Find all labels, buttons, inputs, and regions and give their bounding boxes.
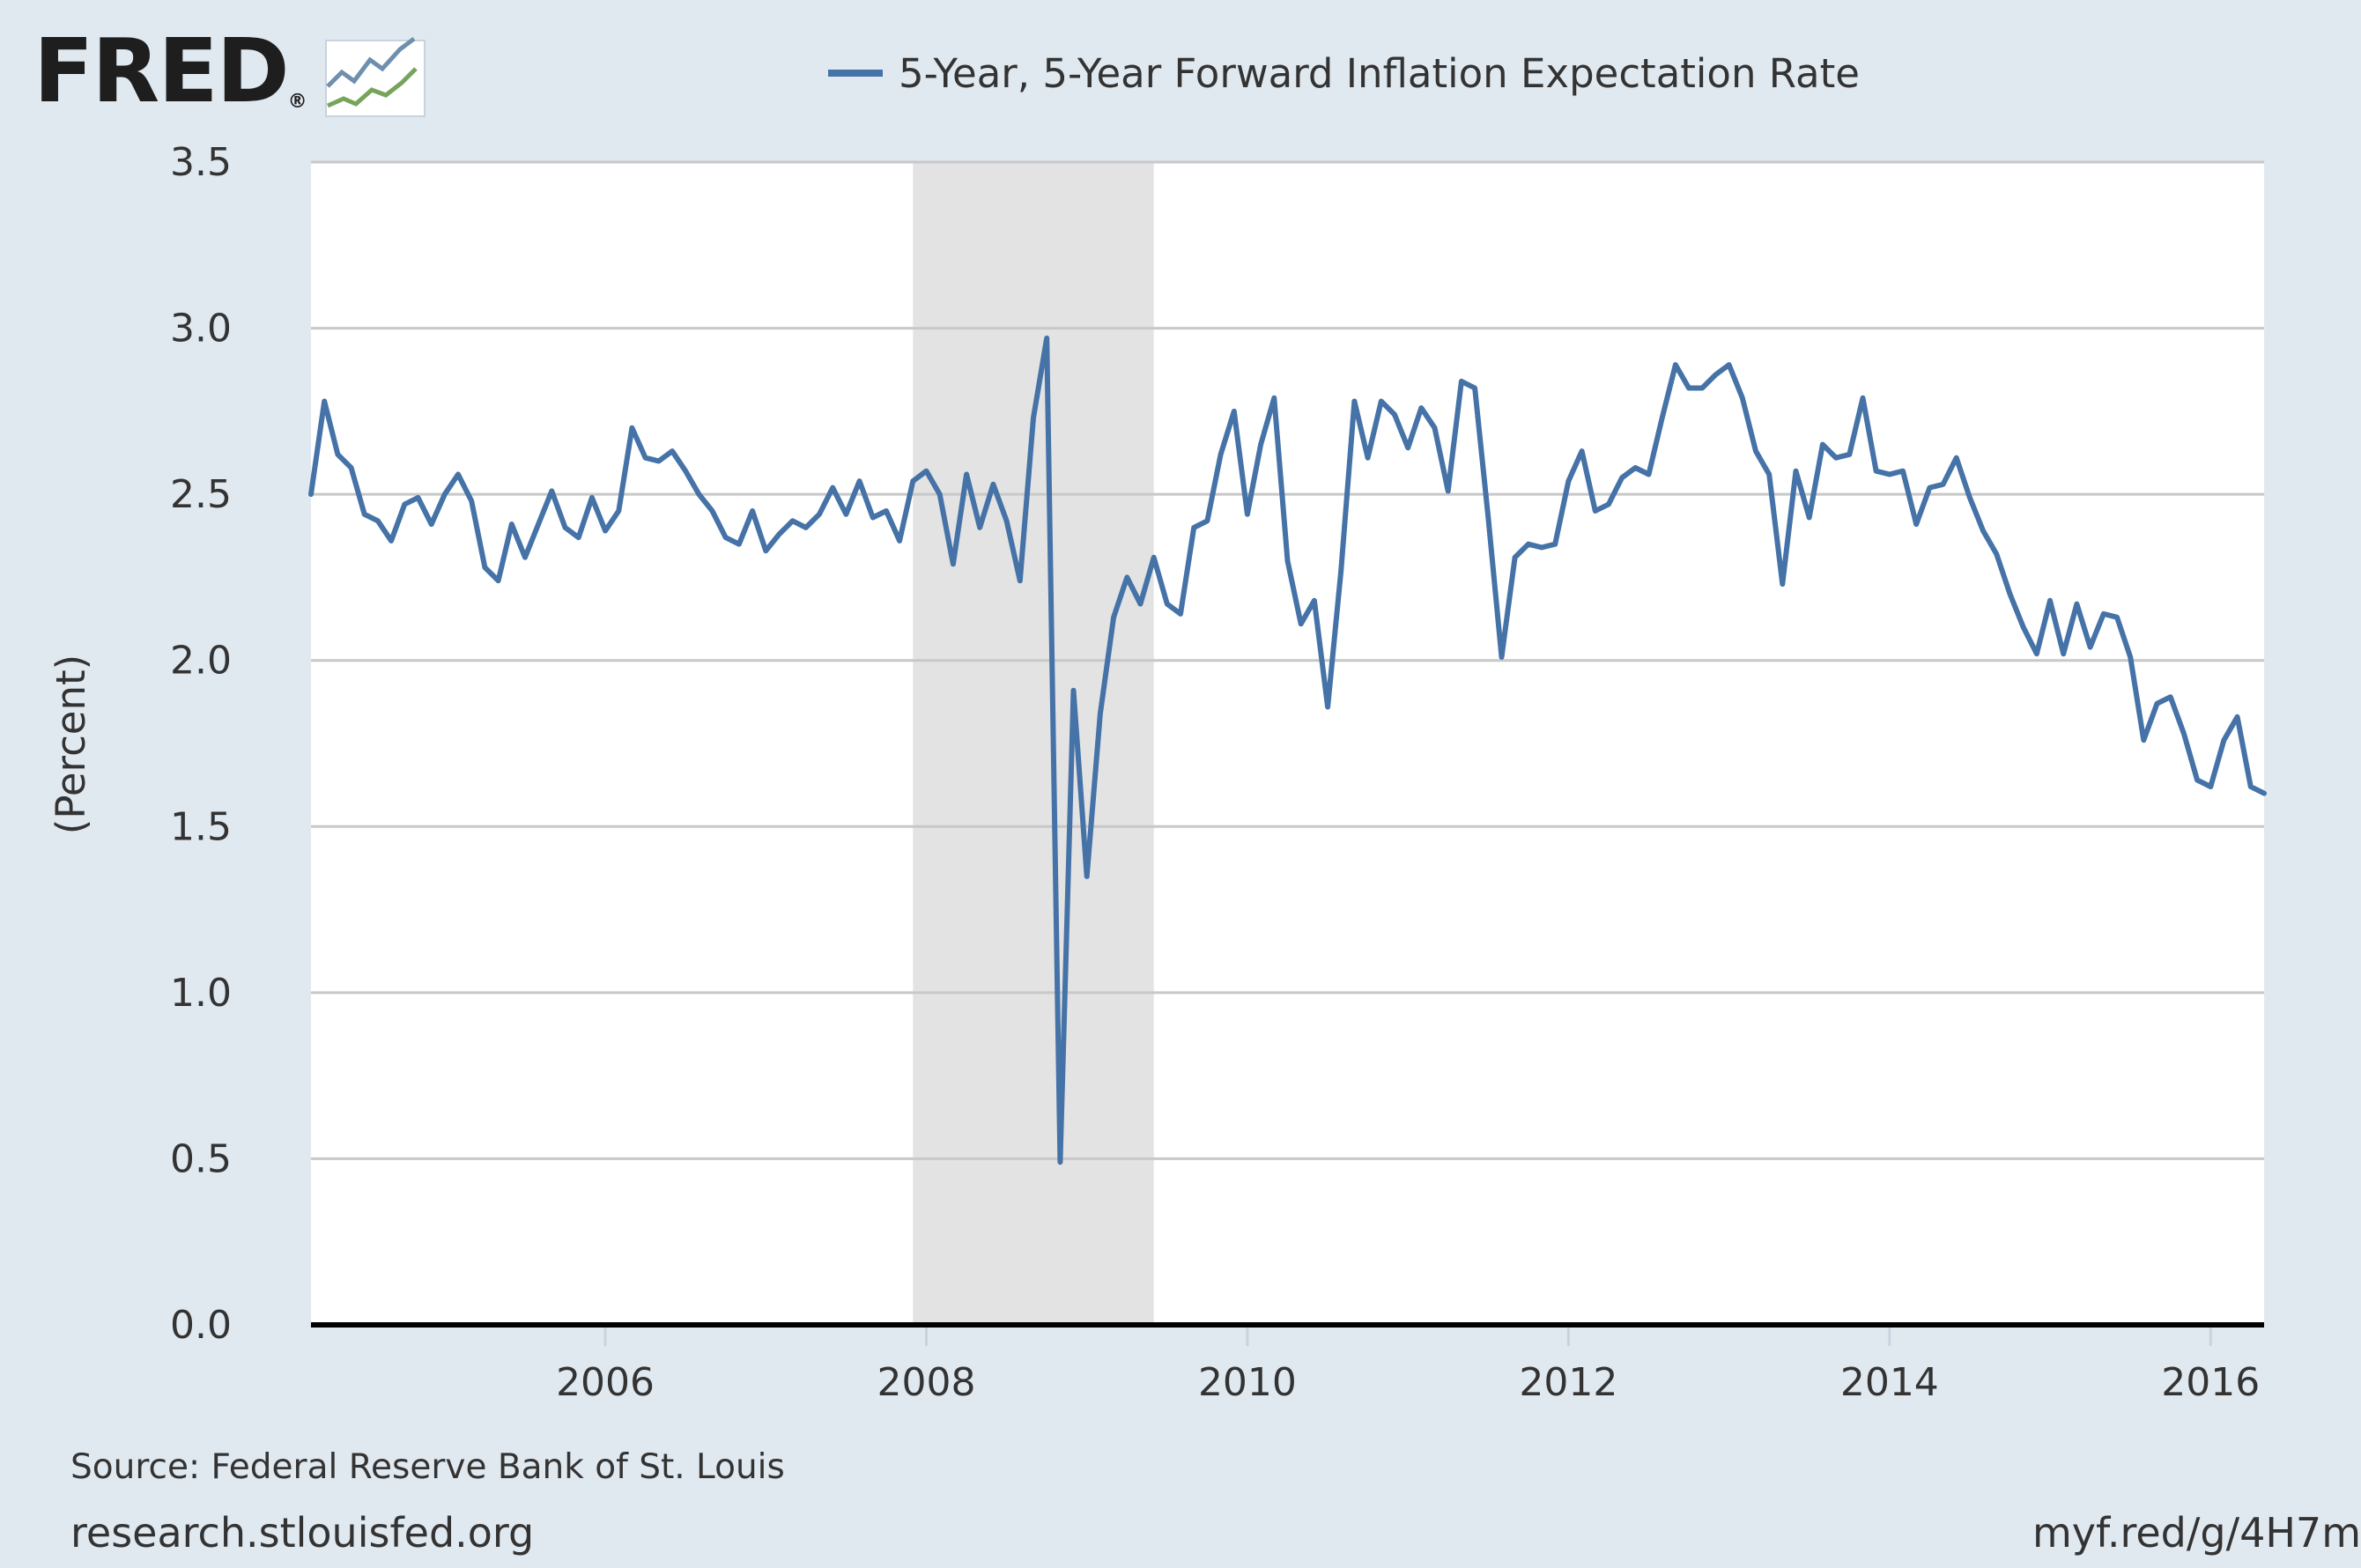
recession-shading [913,162,1154,1325]
x-tick-label: 2016 [2161,1360,2260,1405]
y-tick-label: 3.0 [170,307,232,351]
y-tick-label: 1.5 [170,804,232,849]
site-link[interactable]: research.stlouisfed.org [70,1509,535,1557]
x-axis-ticks: 2006 2008 2010 2012 2014 2016 [556,1325,2260,1405]
x-tick-label: 2012 [1519,1360,1617,1405]
registered-mark: ® [287,91,307,113]
y-axis-label: (Percent) [48,655,94,834]
plot-area [311,162,2264,1325]
x-tick-label: 2006 [556,1360,655,1405]
y-axis-ticks: 0.0 0.5 1.0 1.5 2.0 2.5 3.0 3.5 [170,140,232,1348]
x-tick-label: 2014 [1840,1360,1939,1405]
recession-band [913,162,1154,1325]
y-tick-label: 2.5 [170,472,232,517]
y-tick-label: 0.0 [170,1303,232,1348]
legend-label: 5-Year, 5-Year Forward Inflation Expecta… [899,49,1860,97]
legend-swatch [828,70,883,77]
source-note: Source: Federal Reserve Bank of St. Loui… [70,1447,785,1487]
fred-logo[interactable]: FRED® [33,19,426,122]
y-tick-label: 1.0 [170,971,232,1016]
plot-background [311,162,2264,1325]
gridlines [311,160,2264,1160]
y-tick-label: 0.5 [170,1136,232,1181]
y-tick-label: 3.5 [170,140,232,185]
series-layer [308,335,2267,1165]
y-tick-label: 2.0 [170,639,232,684]
logo-wordmark: FRED® [33,19,307,122]
series-line [308,335,2267,1165]
short-link[interactable]: myf.red/g/4H7m [2032,1509,2361,1557]
line-chart-icon [325,37,426,117]
chart-legend: 5-Year, 5-Year Forward Inflation Expecta… [828,44,1860,102]
x-tick-label: 2008 [877,1360,976,1405]
x-tick-label: 2010 [1198,1360,1297,1405]
